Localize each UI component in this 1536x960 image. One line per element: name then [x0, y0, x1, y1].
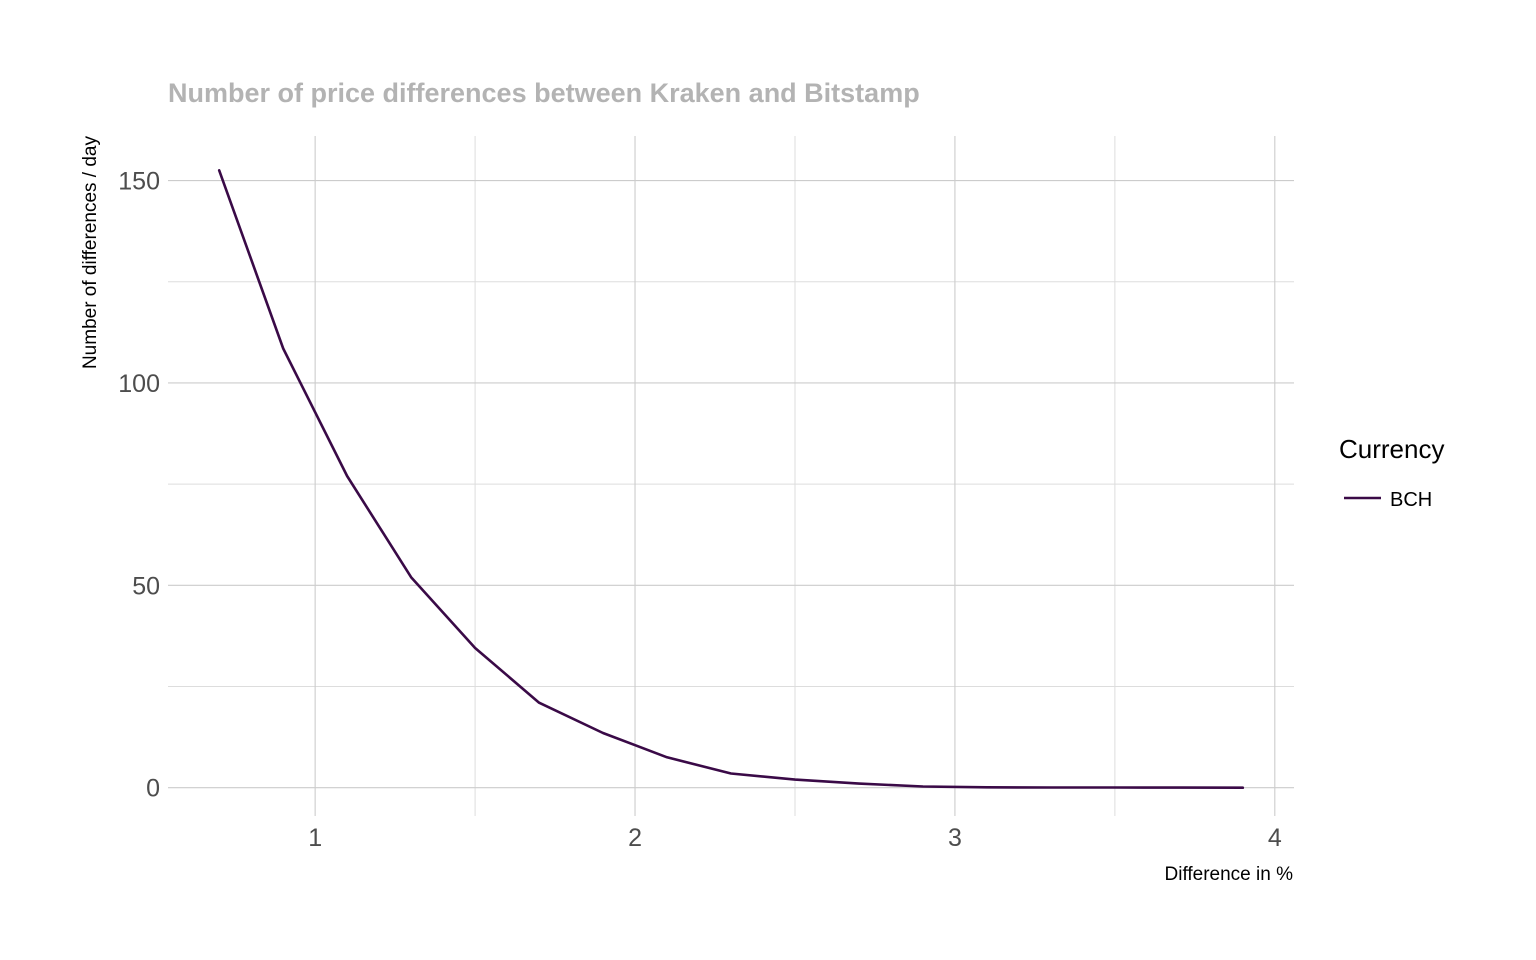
series-line-bch [217, 169, 1245, 789]
y-axis-title: Number of differences / day [80, 136, 101, 370]
y-tick-label: 0 [146, 775, 160, 803]
y-tick-label: 50 [132, 572, 160, 600]
legend-label-bch: BCH [1390, 489, 1432, 511]
x-tick-label: 1 [308, 824, 322, 852]
legend-items: BCH [1344, 489, 1432, 511]
x-axis-title: Difference in % [1165, 864, 1294, 885]
x-axis-ticks: 1 2 3 4 [308, 824, 1282, 852]
legend: Currency BCH [1339, 434, 1444, 511]
y-tick-label: 100 [118, 370, 160, 398]
x-tick-label: 4 [1268, 824, 1282, 852]
plot-grid [168, 136, 1294, 816]
chart-title: Number of price differences between Krak… [168, 78, 920, 108]
x-tick-label: 2 [628, 824, 642, 852]
y-tick-label: 150 [118, 168, 160, 196]
x-tick-label: 3 [948, 824, 962, 852]
legend-title: Currency [1339, 434, 1444, 464]
y-axis-ticks: 0 50 100 150 [118, 168, 160, 803]
series-layer [217, 169, 1245, 789]
